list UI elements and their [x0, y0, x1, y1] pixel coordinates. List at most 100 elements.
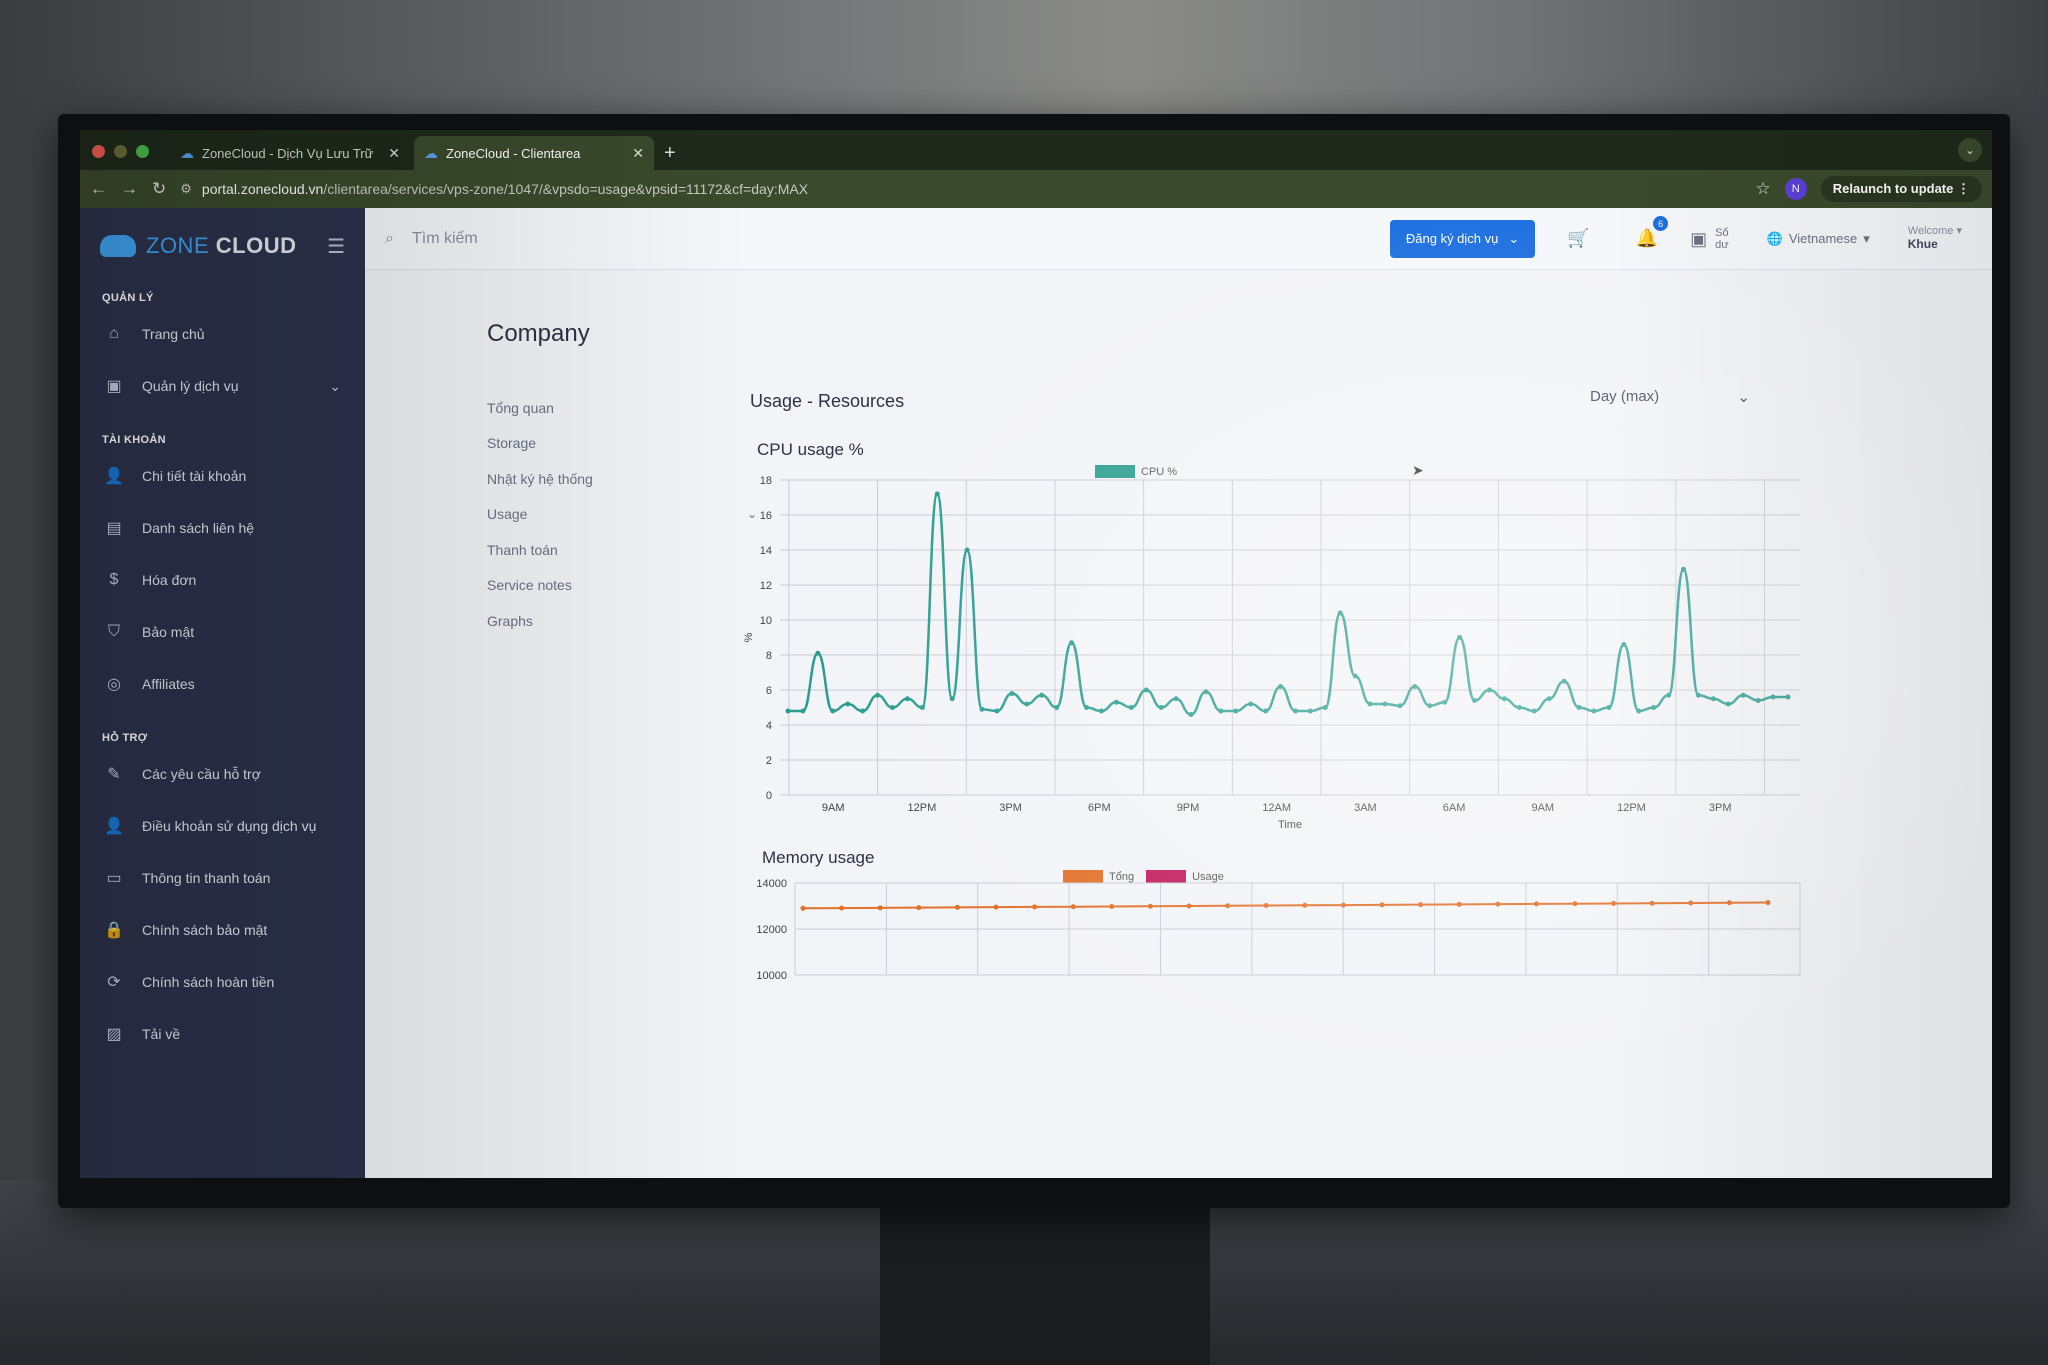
new-tab-button[interactable]: +: [664, 141, 676, 164]
balance-widget[interactable]: ▣ Số dư: [1690, 227, 1729, 251]
cpu-series-line: [788, 492, 1788, 716]
cpu-data-point: [1710, 696, 1716, 702]
minimize-window-button[interactable]: [114, 145, 127, 158]
panel-title: Usage - Resources: [750, 391, 905, 411]
hamburger-menu-icon[interactable]: ☰: [327, 235, 345, 258]
cpu-data-point: [815, 650, 821, 656]
cpu-data-point: [1785, 694, 1791, 700]
cpu-data-point: [1561, 678, 1567, 684]
memory-total-line: [802, 901, 1769, 910]
search-input[interactable]: Tìm kiếm: [411, 229, 478, 247]
address-bar: ← → ↻ ⚙ portal.zonecloud.vn/clientarea/s…: [80, 170, 1992, 208]
cpu-data-point: [830, 708, 836, 714]
sidebar-item-payment-info[interactable]: ▭ Thông tin thanh toán: [80, 852, 365, 904]
cpu-data-point: [1367, 701, 1373, 707]
sidebar-item-security[interactable]: ⛉ Bảo mật: [80, 606, 365, 658]
cart-icon[interactable]: 🛒: [1567, 228, 1590, 248]
cpu-legend[interactable]: CPU %: [1095, 465, 1177, 478]
cpu-data-point: [994, 708, 1000, 714]
sidebar-item-affiliates[interactable]: ◎ Affiliates: [80, 658, 365, 710]
memory-data-point: [993, 904, 999, 910]
forward-icon[interactable]: →: [121, 179, 138, 198]
memory-legend[interactable]: Tổng Usage: [1063, 870, 1224, 883]
cpu-data-point: [1337, 610, 1343, 616]
cpu-data-point: [1039, 692, 1045, 698]
logo[interactable]: ZONE CLOUD ☰: [80, 222, 365, 270]
tab-search-icon[interactable]: ⌄: [1958, 138, 1982, 162]
cpu-data-point: [1666, 692, 1672, 698]
user-icon: 👤: [104, 818, 124, 835]
cpu-data-point: [1516, 705, 1522, 710]
memory-data-point: [1032, 904, 1038, 910]
memory-data-point: [1611, 900, 1617, 906]
close-tab-icon[interactable]: ✕: [632, 144, 644, 161]
close-tab-icon[interactable]: ✕: [388, 144, 400, 161]
subnav-item-service-notes[interactable]: Service notes: [487, 568, 757, 604]
balance-label-line1: Số: [1715, 226, 1729, 239]
cpu-data-point: [1054, 705, 1060, 710]
subnav-item-system-log[interactable]: Nhật ký hệ thống: [487, 461, 757, 497]
cpu-data-point: [1352, 673, 1358, 679]
sidebar-item-terms[interactable]: 👤 Điều khoản sử dụng dịch vụ: [80, 800, 365, 852]
cpu-data-point: [800, 708, 806, 714]
cpu-data-point: [1382, 701, 1388, 707]
sidebar-item-tickets[interactable]: ✎ Các yêu cầu hỗ trợ: [80, 748, 365, 800]
sidebar-item-home[interactable]: ⌂ Trang chủ: [80, 308, 365, 360]
period-select[interactable]: Day (max) ⌄: [1590, 388, 1750, 406]
sidebar-item-privacy[interactable]: 🔒 Chính sách bảo mật: [80, 904, 365, 956]
reload-icon[interactable]: ↻: [152, 179, 167, 198]
shield-icon: ⛉: [107, 623, 120, 640]
search-bar[interactable]: ⌕ Tìm kiếm: [385, 230, 1372, 248]
y-tick-label: 0: [766, 790, 772, 802]
sidebar-item-refund[interactable]: ⟳ Chính sách hoàn tiền: [80, 956, 365, 1008]
memory-data-point: [1225, 903, 1231, 909]
sidebar-item-label: Thông tin thanh toán: [142, 870, 271, 886]
memory-data-point: [1147, 903, 1153, 909]
cpu-data-point: [1486, 687, 1492, 693]
x-tick-label: 12PM: [1617, 802, 1646, 814]
sidebar-item-services[interactable]: ▣ Quản lý dịch vụ ⌄: [80, 360, 365, 412]
cpu-usage-chart: 0 2 4 6 8 10 12 14 16 18 9AM 12PM 3PM 6PM 9PM 12AM 3AM 6A…: [743, 475, 1800, 831]
lock-icon: 🔒: [104, 922, 124, 939]
user-menu[interactable]: Welcome ▾ Khue: [1907, 225, 1962, 251]
cpu-data-point: [1233, 708, 1239, 714]
cpu-data-point: [889, 705, 895, 710]
cpu-data-point: [1755, 698, 1761, 703]
register-service-button[interactable]: Đăng ký dịch vụ ⌄: [1389, 219, 1536, 258]
x-tick-label: 6AM: [1443, 802, 1466, 814]
browser-tab-active[interactable]: ☁ ZoneCloud - Clientarea ✕: [414, 136, 654, 170]
sidebar-item-downloads[interactable]: ▨ Tải về: [80, 1008, 365, 1060]
browser-tab[interactable]: ☁ ZoneCloud - Dịch Vụ Lưu Trữ ✕: [170, 136, 410, 170]
cpu-data-point: [1636, 708, 1642, 714]
cpu-data-point: [964, 547, 970, 553]
refresh-icon: ⟳: [107, 974, 121, 991]
bookmark-star-icon[interactable]: ☆: [1755, 179, 1771, 198]
language-selector[interactable]: 🌐 Vietnamese ▾: [1747, 231, 1890, 247]
close-window-button[interactable]: [92, 145, 105, 158]
cpu-data-point: [1591, 708, 1597, 714]
back-icon[interactable]: ←: [90, 179, 107, 198]
sidebar-item-contacts[interactable]: ▤ Danh sách liên hệ: [80, 502, 365, 554]
profile-avatar[interactable]: N: [1784, 178, 1807, 200]
subnav-label: Graphs: [487, 612, 533, 629]
memory-chart-title: Memory usage: [762, 848, 875, 867]
cloud-logo-icon: [100, 235, 136, 257]
sidebar-item-invoices[interactable]: $ Hóa đơn: [80, 554, 365, 606]
cpu-data-point: [875, 692, 881, 698]
cpu-data-point: [919, 705, 925, 710]
maximize-window-button[interactable]: [136, 145, 149, 158]
relaunch-button[interactable]: Relaunch to update ⋮: [1820, 176, 1982, 202]
cpu-data-point: [1009, 691, 1015, 696]
subnav-item-payment[interactable]: Thanh toán: [487, 532, 757, 568]
subnav-item-graphs[interactable]: Graphs: [487, 603, 757, 639]
sidebar-item-label: Điều khoản sử dụng dịch vụ: [142, 818, 317, 834]
subnav-item-overview[interactable]: Tổng quan: [487, 390, 757, 426]
sidebar-item-account-details[interactable]: 👤 Chi tiết tài khoản: [80, 450, 365, 502]
cpu-data-point: [1113, 699, 1119, 705]
subnav-item-usage[interactable]: Usage ⌄: [487, 497, 757, 533]
memory-data-point: [1186, 903, 1192, 909]
url-field[interactable]: ⚙ portal.zonecloud.vn/clientarea/service…: [180, 181, 1741, 197]
subnav-item-storage[interactable]: Storage: [487, 426, 757, 462]
site-settings-icon[interactable]: ⚙: [180, 181, 192, 196]
bell-icon[interactable]: 🔔 6: [1622, 216, 1672, 249]
